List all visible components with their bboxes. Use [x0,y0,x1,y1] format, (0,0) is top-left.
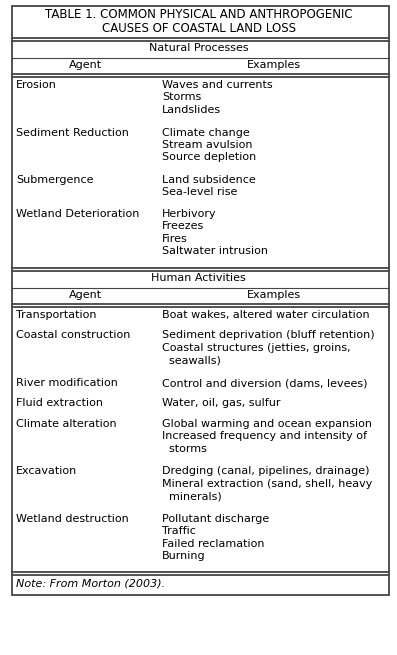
Text: Agent: Agent [68,290,102,299]
Text: Fluid extraction: Fluid extraction [16,398,103,409]
Text: Pollutant discharge
Traffic
Failed reclamation
Burning: Pollutant discharge Traffic Failed recla… [162,514,269,561]
Text: Dredging (canal, pipelines, drainage)
Mineral extraction (sand, shell, heavy
  m: Dredging (canal, pipelines, drainage) Mi… [162,466,372,501]
Text: Sediment deprivation (bluff retention)
Coastal structures (jetties, groins,
  se: Sediment deprivation (bluff retention) C… [162,331,375,365]
Text: Global warming and ocean expansion
Increased frequency and intensity of
  storms: Global warming and ocean expansion Incre… [162,419,372,454]
Text: Natural Processes: Natural Processes [149,43,248,53]
Text: CAUSES OF COASTAL LAND LOSS: CAUSES OF COASTAL LAND LOSS [102,22,295,35]
Text: Human Activities: Human Activities [151,273,246,283]
Text: Sediment Reduction: Sediment Reduction [16,128,129,138]
Text: TABLE 1. COMMON PHYSICAL AND ANTHROPOGENIC: TABLE 1. COMMON PHYSICAL AND ANTHROPOGEN… [45,8,352,21]
Text: Coastal construction: Coastal construction [16,331,130,341]
Text: Note: From Morton (2003).: Note: From Morton (2003). [16,578,165,588]
Text: River modification: River modification [16,378,118,388]
Text: Land subsidence
Sea-level rise: Land subsidence Sea-level rise [162,175,256,197]
Text: Boat wakes, altered water circulation: Boat wakes, altered water circulation [162,310,370,320]
Bar [12,6,389,595]
Text: Wetland Deterioration: Wetland Deterioration [16,209,139,219]
Text: Examples: Examples [247,60,301,69]
Text: Waves and currents
Storms
Landslides: Waves and currents Storms Landslides [162,80,273,115]
Text: Erosion: Erosion [16,80,57,90]
Text: Climate change
Stream avulsion
Source depletion: Climate change Stream avulsion Source de… [162,128,256,162]
Text: Water, oil, gas, sulfur: Water, oil, gas, sulfur [162,398,281,409]
Text: Submergence: Submergence [16,175,94,185]
Text: Excavation: Excavation [16,466,77,476]
Text: Examples: Examples [247,290,301,299]
Text: Wetland destruction: Wetland destruction [16,514,129,524]
Text: Control and diversion (dams, levees): Control and diversion (dams, levees) [162,378,368,388]
Text: Climate alteration: Climate alteration [16,419,117,429]
Text: Herbivory
Freezes
Fires
Saltwater intrusion: Herbivory Freezes Fires Saltwater intrus… [162,209,268,256]
Text: Transportation: Transportation [16,310,96,320]
Text: Agent: Agent [68,60,102,69]
